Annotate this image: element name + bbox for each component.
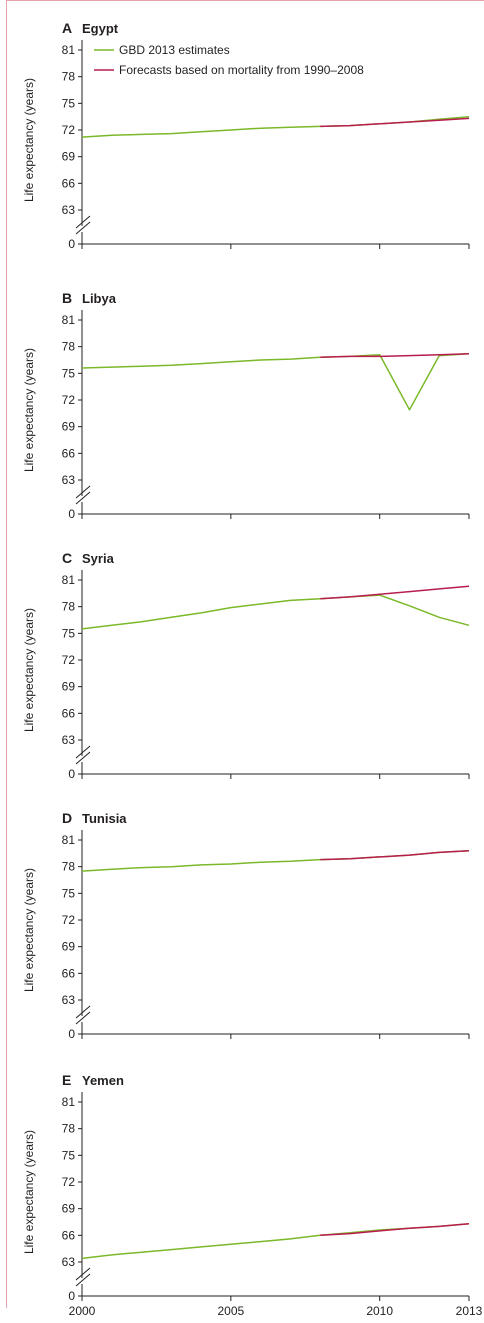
- y-axis-label: Life expectancy (years): [22, 608, 36, 732]
- y-axis-label: Life expectancy (years): [22, 348, 36, 472]
- axis-break-mark: [75, 1267, 91, 1281]
- y-tick-label: 63: [62, 473, 76, 487]
- y-tick-label: 72: [62, 913, 76, 927]
- figure-frame-left: [6, 0, 7, 1308]
- gbd-estimates-line: [81, 115, 470, 138]
- gbd-estimates-line: [81, 353, 470, 411]
- axis-break-mark: [75, 215, 91, 229]
- panel-country-title: Tunisia: [82, 811, 127, 826]
- y-tick-label: 63: [62, 993, 76, 1007]
- y-tick-label: 63: [62, 203, 76, 217]
- y-tick-label: 0: [68, 767, 75, 781]
- panel-tunisia: D Tunisia 0 63 66 69 72 75 78 81 Life expectancy (…: [22, 810, 470, 1041]
- forecast-line: [320, 585, 470, 600]
- y-tick-label: 81: [62, 1095, 76, 1109]
- x-tick-label: 2005: [217, 1304, 244, 1318]
- panel-country-title: Syria: [82, 551, 115, 566]
- legend-label-forecast: Forecasts based on mortality from 1990–2…: [119, 63, 364, 77]
- y-tick-label: 66: [62, 966, 76, 980]
- axis-break-mark: [75, 1011, 91, 1025]
- y-tick-label: 69: [62, 1202, 76, 1216]
- y-tick-label: 63: [62, 1255, 76, 1269]
- figure-frame-top: [6, 0, 484, 1]
- axis-break-mark: [75, 485, 91, 499]
- panel-country-title: Yemen: [82, 1073, 124, 1088]
- x-tick-label: 2013: [456, 1304, 483, 1318]
- panel-egypt: A Egypt 0 63 66 69 72 75 78 81 Life expectancy (ye…: [22, 20, 470, 251]
- legend: GBD 2013 estimates Forecasts based on mor…: [94, 43, 364, 77]
- y-tick-label: 0: [68, 1289, 75, 1303]
- y-tick-label: 0: [68, 1027, 75, 1041]
- y-tick-label: 0: [68, 507, 75, 521]
- y-tick-label: 63: [62, 733, 76, 747]
- x-tick-label: 2010: [366, 1304, 393, 1318]
- y-tick-label: 75: [62, 886, 76, 900]
- y-axis-label: Life expectancy (years): [22, 78, 36, 202]
- forecast-line: [320, 353, 470, 359]
- y-tick-label: 72: [62, 123, 76, 137]
- forecast-line: [320, 849, 470, 861]
- x-tick-label: 2000: [69, 1304, 96, 1318]
- y-tick-label: 69: [62, 680, 76, 694]
- panel-country-title: Egypt: [82, 21, 119, 36]
- y-axis-label: Life expectancy (years): [22, 868, 36, 992]
- panel-letter: E: [62, 1072, 71, 1088]
- panel-country-title: Libya: [82, 291, 117, 306]
- y-tick-label: 69: [62, 420, 76, 434]
- y-tick-label: 75: [62, 1148, 76, 1162]
- axis-break-mark: [75, 491, 91, 505]
- y-tick-label: 72: [62, 1175, 76, 1189]
- y-tick-label: 66: [62, 176, 76, 190]
- panel-syria: C Syria 0 63 66 69 72 75 78 81 Life expectancy (ye…: [22, 550, 470, 781]
- axis-break-mark: [75, 1005, 91, 1019]
- y-tick-label: 69: [62, 150, 76, 164]
- y-tick-label: 72: [62, 653, 76, 667]
- gbd-estimates-line: [81, 1223, 470, 1260]
- axis-break-mark: [75, 745, 91, 759]
- y-tick-label: 69: [62, 940, 76, 954]
- y-axis-label: Life expectancy (years): [22, 1130, 36, 1254]
- axis-break-mark: [75, 751, 91, 765]
- y-tick-label: 75: [62, 96, 76, 110]
- y-tick-label: 81: [62, 313, 76, 327]
- panel-letter: A: [62, 20, 72, 36]
- forecast-line: [320, 1223, 470, 1237]
- panel-letter: C: [62, 550, 72, 566]
- y-tick-label: 81: [62, 573, 76, 587]
- y-tick-label: 75: [62, 366, 76, 380]
- y-tick-label: 78: [62, 70, 76, 84]
- y-tick-label: 66: [62, 446, 76, 460]
- axis-break-mark: [75, 221, 91, 235]
- y-tick-label: 72: [62, 393, 76, 407]
- forecast-line: [320, 117, 470, 128]
- panel-libya: B Libya 0 63 66 69 72 75 78 81 Life expectancy (ye…: [22, 290, 470, 521]
- y-tick-label: 66: [62, 1228, 76, 1242]
- y-tick-label: 81: [62, 833, 76, 847]
- y-tick-label: 81: [62, 43, 76, 57]
- y-tick-label: 78: [62, 340, 76, 354]
- panel-yemen: E Yemen 0 63 66 69 72 75 78 81 Life expectancy (ye…: [22, 1072, 470, 1303]
- y-tick-label: 78: [62, 860, 76, 874]
- gbd-estimates-line: [81, 849, 470, 872]
- y-tick-label: 66: [62, 706, 76, 720]
- y-tick-label: 78: [62, 600, 76, 614]
- panel-letter: B: [62, 290, 72, 306]
- axis-break-mark: [75, 1273, 91, 1287]
- y-tick-label: 75: [62, 626, 76, 640]
- y-tick-label: 78: [62, 1122, 76, 1136]
- gbd-estimates-line: [81, 594, 470, 630]
- legend-label-gbd: GBD 2013 estimates: [119, 43, 230, 57]
- y-tick-label: 0: [68, 237, 75, 251]
- panel-letter: D: [62, 810, 72, 826]
